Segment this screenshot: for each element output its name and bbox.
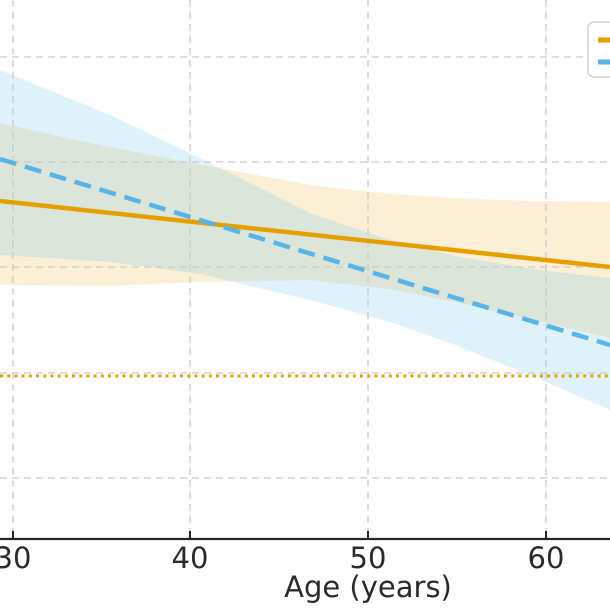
x-tick-label-40: 40 xyxy=(172,541,209,575)
x-tick-label-60: 60 xyxy=(528,541,565,575)
legend xyxy=(587,21,610,78)
x-axis-label: Age (years) xyxy=(284,570,452,604)
confidence-bands xyxy=(0,70,610,410)
blue-dashed-trend-line xyxy=(0,156,610,348)
x-tick-label-50: 50 xyxy=(350,541,387,575)
blue-dashed-trend-ci-band xyxy=(0,70,610,410)
legend-box xyxy=(587,21,610,78)
gridlines xyxy=(0,0,610,536)
orange-solid-trend-ci-band xyxy=(0,123,610,338)
trend-lines xyxy=(0,156,610,348)
x-tick-label-30: 30 xyxy=(0,541,31,575)
x-tick-labels: 30 40 50 60 xyxy=(0,541,564,575)
x-axis xyxy=(0,531,610,541)
orange-solid-trend-line xyxy=(0,198,610,270)
